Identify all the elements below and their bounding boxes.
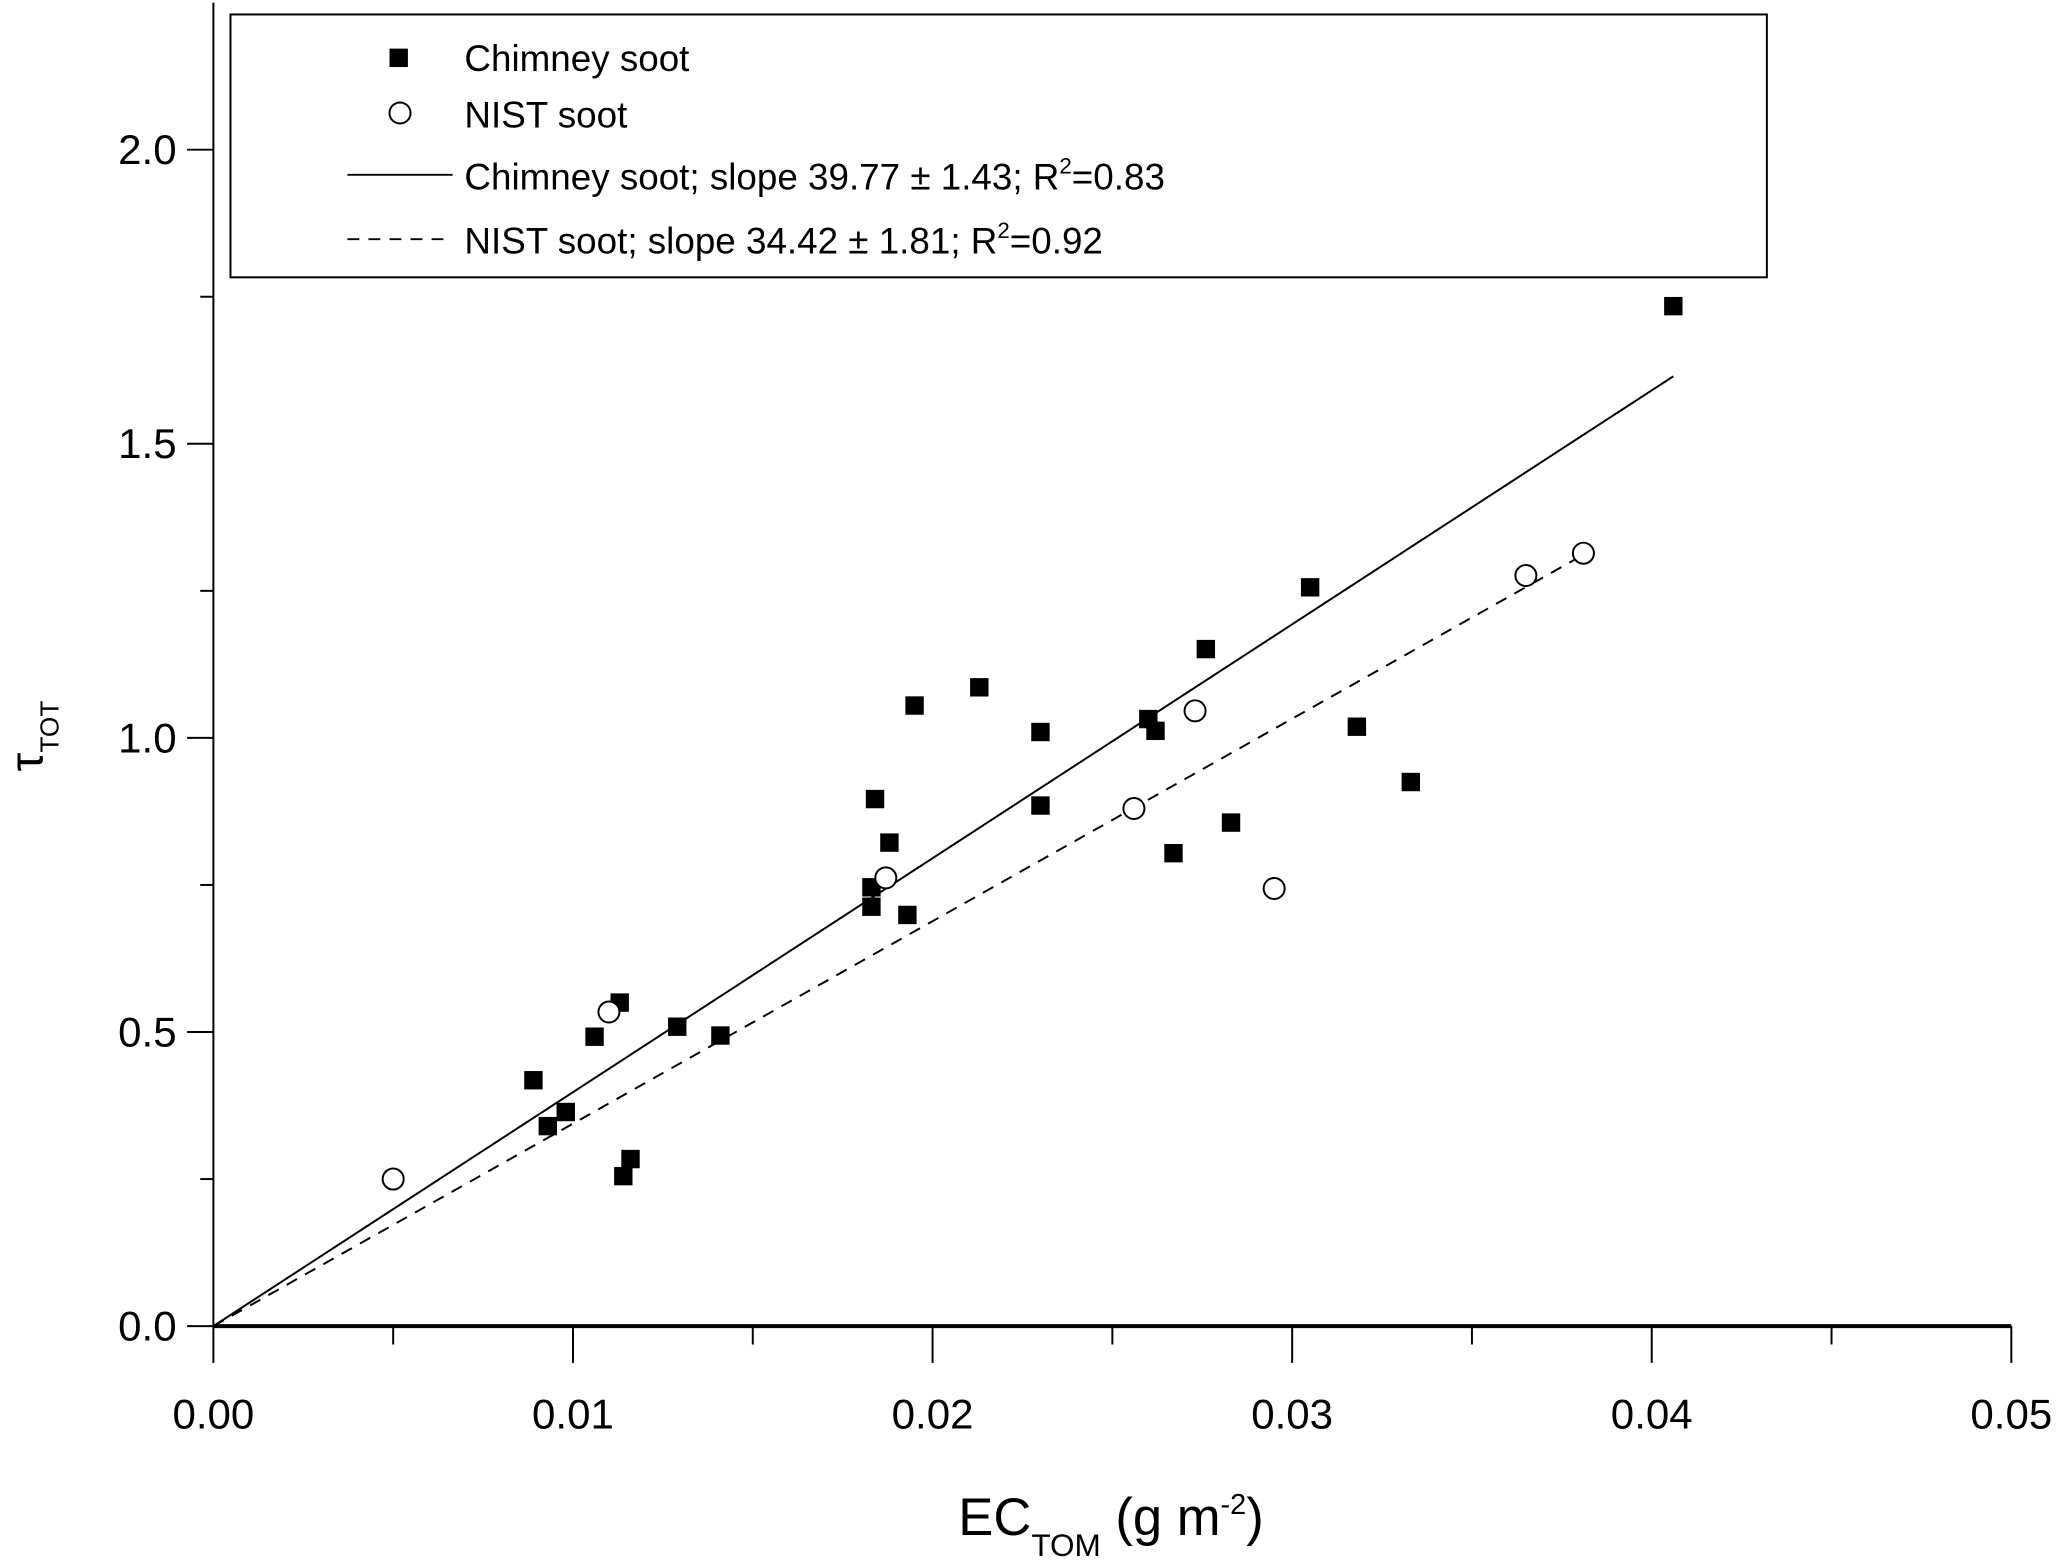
chimney-soot-point bbox=[711, 1026, 730, 1045]
legend-marker-nist bbox=[388, 101, 412, 125]
y-tick-label: 0.0 bbox=[118, 1303, 176, 1350]
legend: Chimney soot NIST soot Chimney soot; slo… bbox=[229, 13, 1768, 279]
chimney-soot-point bbox=[970, 678, 989, 697]
chimney-soot-point bbox=[1401, 772, 1421, 792]
chimney-soot-point bbox=[1347, 717, 1367, 736]
x-tick-label: 0.03 bbox=[1251, 1391, 1333, 1438]
legend-label-chimney-fit: Chimney soot; slope 39.77 ± 1.43; R2=0.8… bbox=[464, 153, 1165, 197]
nist-soot-point bbox=[597, 1000, 621, 1024]
x-tick-label: 0.01 bbox=[532, 1391, 614, 1438]
chimney-soot-point bbox=[1146, 721, 1165, 741]
chimney-soot-point bbox=[880, 833, 899, 852]
x-tick-label: 0.02 bbox=[892, 1391, 974, 1438]
chimney-soot-point bbox=[538, 1116, 558, 1136]
chimney-soot-point bbox=[898, 905, 917, 925]
x-tick-label: 0.05 bbox=[1970, 1391, 2052, 1438]
chimney-soot-point bbox=[865, 789, 885, 809]
legend-marker-chimney bbox=[389, 48, 408, 68]
chimney-soot-point bbox=[668, 1017, 687, 1036]
legend-label-nist: NIST soot bbox=[464, 94, 627, 135]
chimney-soot-point bbox=[524, 1071, 543, 1090]
fit-lines bbox=[212, 375, 1674, 1327]
legend-label-chimney: Chimney soot bbox=[464, 38, 689, 79]
chimney-soot-point bbox=[1196, 639, 1216, 659]
y-tick-label: 2.0 bbox=[118, 126, 176, 173]
chimney-soot-point bbox=[1164, 843, 1183, 863]
legend-box bbox=[229, 13, 1768, 279]
chimney-soot-point bbox=[905, 696, 924, 715]
chimney-soot-point bbox=[1300, 578, 1320, 597]
chimney-soot-point bbox=[1031, 796, 1050, 815]
legend-label-nist-fit: NIST soot; slope 34.42 ± 1.81; R2=0.92 bbox=[464, 218, 1102, 262]
chimney-soot-point bbox=[585, 1027, 604, 1046]
axes: 0.00 0.01 0.02 0.03 0.04 0.05 0.0 0.5 1.0 1.5 2.0 bbox=[118, 2, 2052, 1438]
x-axis-label: ECTOM (g m-2) bbox=[958, 1488, 1263, 1563]
y-tick-label: 0.5 bbox=[118, 1008, 176, 1055]
data-points bbox=[381, 140, 1683, 1191]
chimney-fit-line bbox=[212, 375, 1674, 1327]
x-tick-label: 0.04 bbox=[1611, 1391, 1693, 1438]
chimney-soot-point bbox=[1031, 722, 1050, 742]
nist-soot-point bbox=[1571, 541, 1595, 565]
y-tick-label: 1.0 bbox=[118, 714, 176, 761]
x-tick-label: 0.00 bbox=[172, 1391, 254, 1438]
y-tick-label: 1.5 bbox=[118, 420, 176, 467]
chimney-soot-point bbox=[862, 897, 881, 916]
chimney-soot-point bbox=[621, 1149, 640, 1169]
nist-soot-point bbox=[1122, 796, 1146, 820]
chimney-soot-point bbox=[1664, 296, 1683, 316]
nist-soot-point bbox=[874, 866, 898, 890]
nist-soot-point bbox=[1262, 876, 1286, 900]
nist-soot-point bbox=[1183, 699, 1207, 723]
nist-soot-point bbox=[1514, 564, 1538, 588]
chimney-soot-point bbox=[1221, 813, 1241, 832]
y-axis-label: τTOT bbox=[1, 701, 65, 772]
nist-fit-line bbox=[212, 553, 1584, 1327]
chimney-soot-point bbox=[614, 1166, 633, 1186]
nist-soot-point bbox=[381, 1167, 405, 1191]
chimney-soot-point bbox=[556, 1102, 575, 1122]
